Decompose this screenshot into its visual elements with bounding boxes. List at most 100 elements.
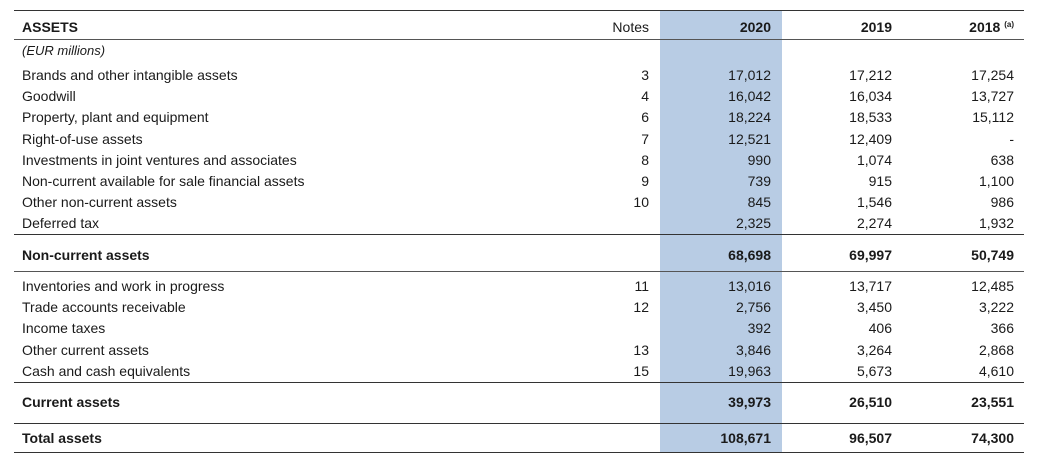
value-2019: 2,274 bbox=[856, 215, 892, 232]
value-2019: 18,533 bbox=[849, 109, 892, 126]
value-2020: 12,521 bbox=[728, 130, 771, 147]
noncurrent-total-row: Non-current assets 68,698 69,997 50,749 bbox=[0, 245, 1037, 266]
value-2020: 18,224 bbox=[728, 109, 771, 126]
value-2018: 17,254 bbox=[971, 67, 1014, 83]
row-label: Right-of-use assets bbox=[22, 130, 143, 147]
value-2019: 5,673 bbox=[856, 362, 892, 379]
value-2018: 3,222 bbox=[978, 299, 1014, 316]
value-2019: 16,034 bbox=[849, 88, 892, 105]
value-2020: 17,012 bbox=[728, 67, 771, 83]
section-rule bbox=[14, 271, 1024, 272]
current-total-row: Current assets 39,973 26,510 23,551 bbox=[0, 392, 1037, 413]
table-row: Investments in joint ventures and associ… bbox=[0, 150, 1037, 171]
value-2019: 17,212 bbox=[849, 67, 892, 83]
value-2019: 3,264 bbox=[856, 341, 892, 358]
bottom-rule bbox=[14, 452, 1024, 453]
header-row: ASSETS Notes 2020 2019 2018 (a) bbox=[0, 17, 1037, 38]
table-title: ASSETS bbox=[22, 19, 79, 35]
value-2020: 990 bbox=[747, 151, 771, 168]
value-2019: 406 bbox=[868, 320, 892, 337]
value-2020: 392 bbox=[747, 320, 771, 337]
value-2018: 15,112 bbox=[972, 109, 1014, 126]
year-2018-footnote-mark: (a) bbox=[1004, 20, 1014, 29]
value-2020: 739 bbox=[747, 173, 771, 189]
value-2020: 68,698 bbox=[728, 247, 771, 263]
unit-row: (EUR millions) bbox=[0, 40, 1037, 61]
table-row: Brands and other intangible assets 3 17,01… bbox=[0, 65, 1037, 86]
value-2018: 986 bbox=[990, 194, 1014, 211]
row-label: Inventories and work in progress bbox=[22, 278, 225, 294]
note-ref: 4 bbox=[641, 88, 649, 105]
table-row: Property, plant and equipment 6 18,224 18,5… bbox=[0, 107, 1037, 128]
top-rule bbox=[14, 10, 1024, 11]
noncurrent-subtotal-rule bbox=[14, 234, 1024, 235]
note-ref: 3 bbox=[641, 67, 649, 83]
row-label: Current assets bbox=[22, 394, 121, 410]
value-2018: 638 bbox=[990, 151, 1014, 168]
table-row: Trade accounts receivable 12 2,756 3,450 3,2… bbox=[0, 297, 1037, 318]
value-2018: 1,932 bbox=[978, 215, 1014, 232]
row-label: Investments in joint ventures and associ… bbox=[22, 151, 297, 168]
value-2019: 1,546 bbox=[856, 194, 892, 211]
value-2019: 12,409 bbox=[849, 130, 892, 147]
row-label: Goodwill bbox=[22, 88, 76, 105]
value-2018: 50,749 bbox=[971, 247, 1014, 263]
value-2018: - bbox=[1009, 130, 1014, 147]
note-ref: 7 bbox=[641, 130, 649, 147]
table-row: Income taxes 392 406 366 bbox=[0, 318, 1037, 339]
row-label: Non-current assets bbox=[22, 247, 150, 263]
row-label: Brands and other intangible assets bbox=[22, 67, 238, 83]
table-row: Other current assets 13 3,846 3,264 2,868 bbox=[0, 340, 1037, 361]
table-row: Non-current available for sale financial… bbox=[0, 171, 1037, 192]
header-rule bbox=[14, 39, 1024, 40]
row-label: Deferred tax bbox=[22, 215, 100, 232]
table-row: Inventories and work in progress 11 13,016… bbox=[0, 276, 1037, 297]
note-ref: 10 bbox=[633, 194, 649, 211]
row-label: Income taxes bbox=[22, 320, 106, 337]
year-2020-header: 2020 bbox=[739, 19, 771, 35]
table-row: Cash and cash equivalents 15 19,963 5,673 4,… bbox=[0, 361, 1037, 382]
value-2020: 16,042 bbox=[728, 88, 771, 105]
value-2020: 2,756 bbox=[735, 299, 771, 316]
year-2018-header: 2018 (a) bbox=[969, 17, 1014, 38]
total-rule bbox=[14, 423, 1024, 424]
note-ref: 6 bbox=[641, 109, 649, 126]
value-2019: 915 bbox=[868, 173, 892, 189]
row-label: Cash and cash equivalents bbox=[22, 362, 191, 379]
grand-total-row: Total assets 108,671 96,507 74,300 bbox=[0, 428, 1037, 449]
value-2018: 13,727 bbox=[971, 88, 1014, 105]
unit-label: (EUR millions) bbox=[22, 43, 106, 58]
value-2019: 1,074 bbox=[856, 151, 892, 168]
value-2020: 108,671 bbox=[720, 430, 771, 446]
note-ref: 11 bbox=[634, 278, 649, 294]
year-2020-column-highlight bbox=[660, 10, 782, 453]
note-ref: 15 bbox=[633, 362, 649, 379]
value-2018: 2,868 bbox=[978, 341, 1014, 358]
value-2019: 96,507 bbox=[849, 430, 892, 446]
note-ref: 13 bbox=[633, 341, 649, 358]
table-row: Goodwill 4 16,042 16,034 13,727 bbox=[0, 86, 1037, 107]
value-2020: 845 bbox=[747, 194, 771, 211]
row-label: Non-current available for sale financial… bbox=[22, 173, 305, 189]
value-2018: 12,485 bbox=[971, 278, 1014, 294]
note-ref: 12 bbox=[633, 299, 649, 316]
year-2018-label: 2018 bbox=[969, 19, 1001, 35]
table-row: Other non-current assets 10 845 1,546 986 bbox=[0, 192, 1037, 213]
year-2019-header: 2019 bbox=[860, 19, 892, 35]
value-2019: 13,717 bbox=[849, 278, 892, 294]
value-2018: 366 bbox=[990, 320, 1014, 337]
value-2020: 19,963 bbox=[728, 362, 771, 379]
value-2018: 23,551 bbox=[971, 394, 1014, 410]
value-2018: 4,610 bbox=[978, 362, 1014, 379]
value-2019: 26,510 bbox=[849, 394, 892, 410]
note-ref: 9 bbox=[641, 173, 649, 189]
table-row: Right-of-use assets 7 12,521 12,409 - bbox=[0, 129, 1037, 150]
row-label: Total assets bbox=[22, 430, 102, 446]
value-2018: 74,300 bbox=[971, 430, 1014, 446]
value-2020: 39,973 bbox=[728, 394, 771, 410]
value-2020: 13,016 bbox=[728, 278, 771, 294]
row-label: Other non-current assets bbox=[22, 194, 177, 211]
value-2020: 3,846 bbox=[735, 341, 771, 358]
value-2019: 69,997 bbox=[849, 247, 892, 263]
